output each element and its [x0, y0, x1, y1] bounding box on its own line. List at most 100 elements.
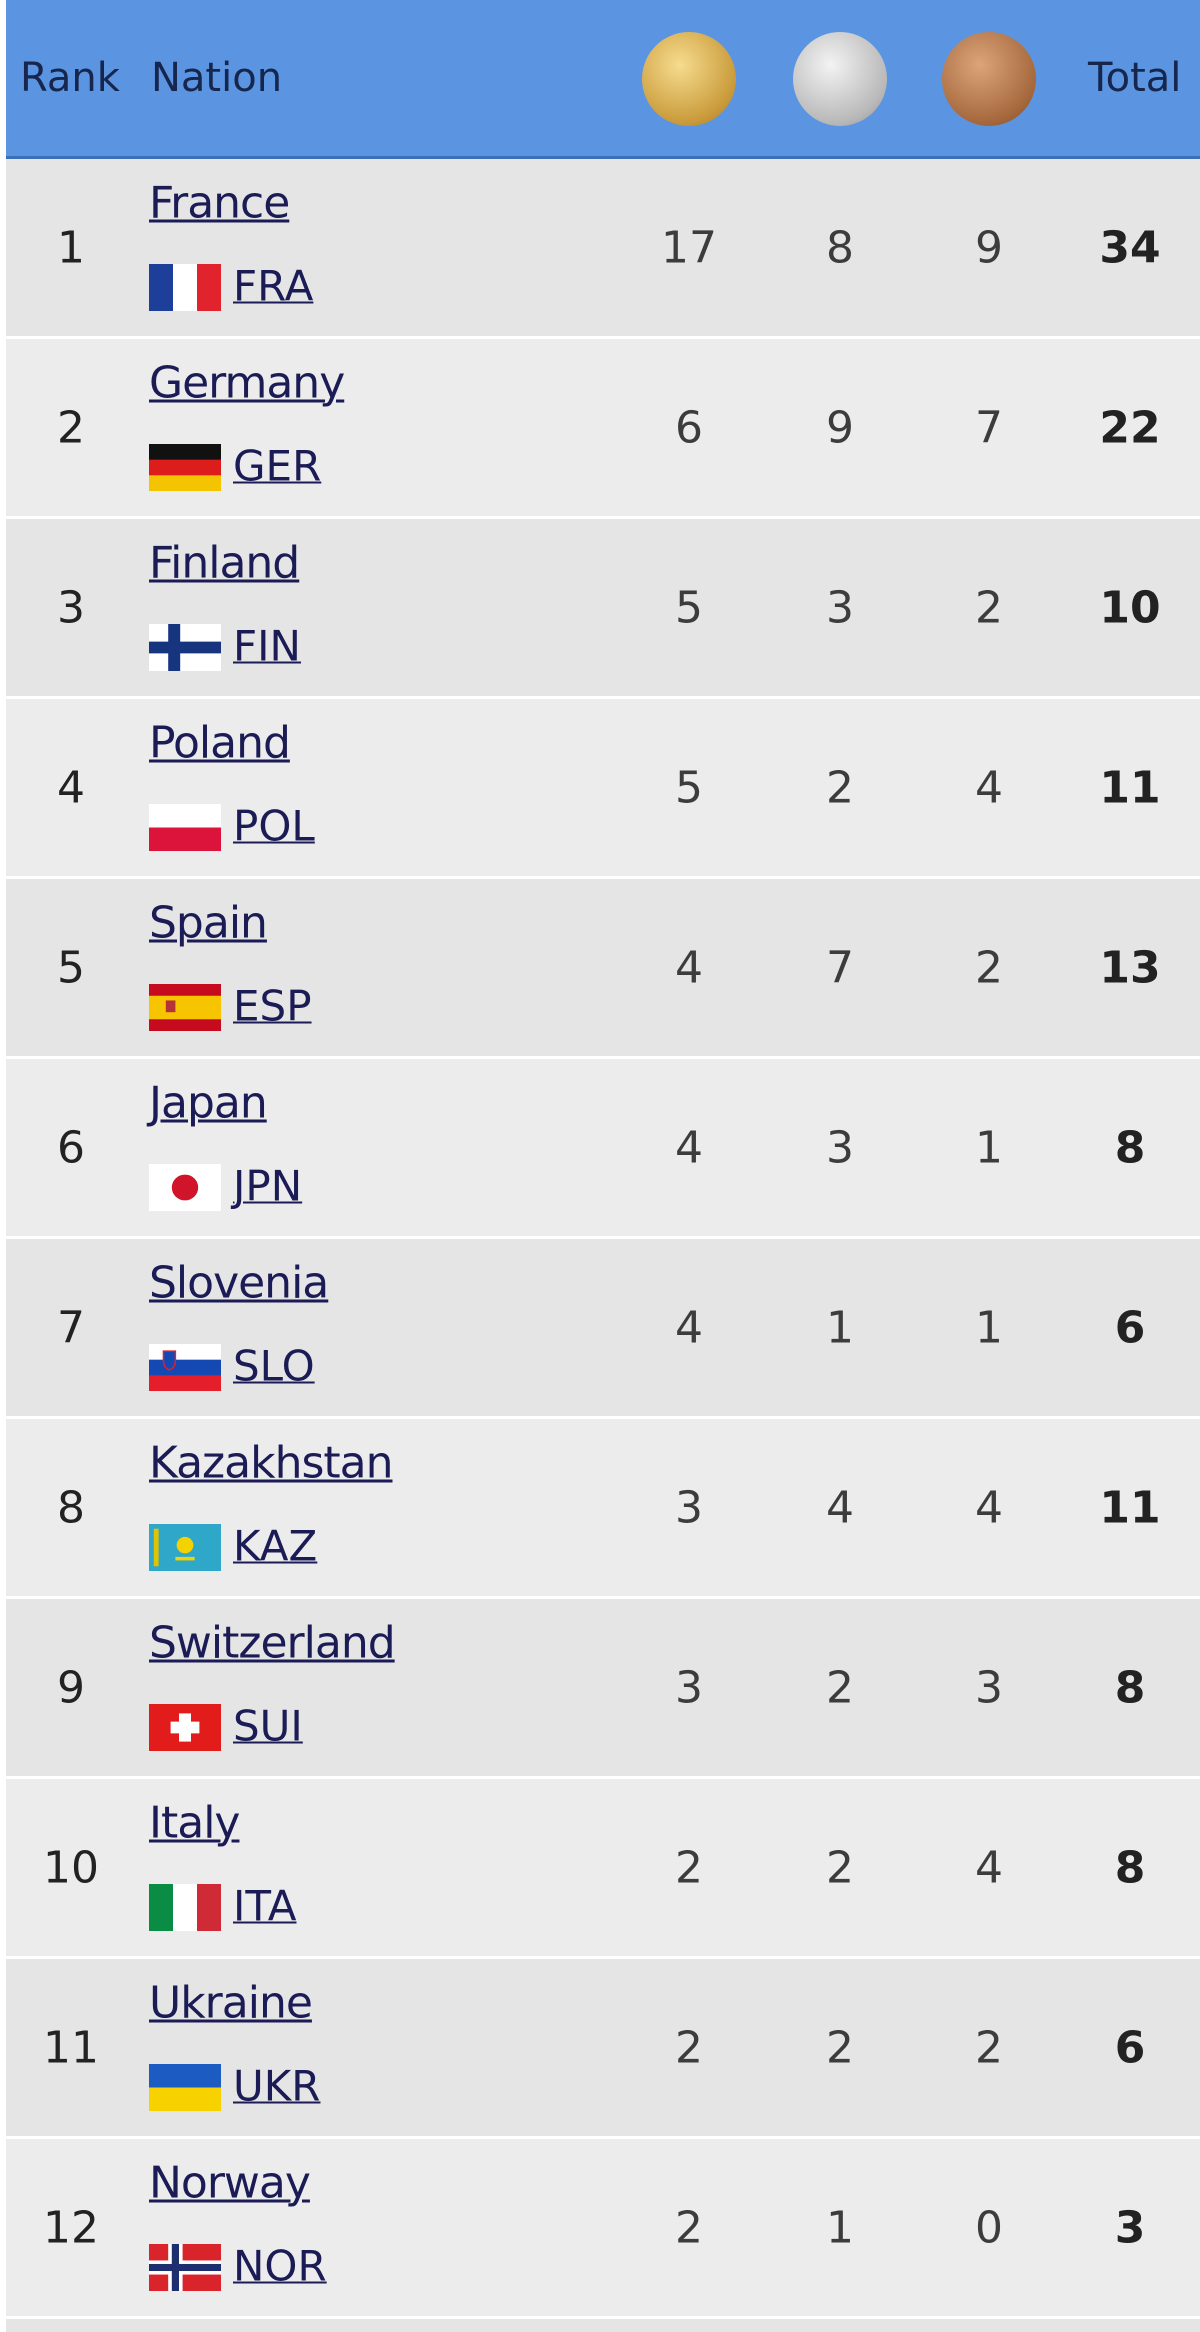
bronze-cell: 4 [975, 762, 1003, 814]
rank-cell: 7 [57, 1302, 85, 1354]
silver-cell: 3 [826, 1122, 854, 1174]
total-cell: 11 [1099, 1482, 1161, 1534]
nation-link[interactable]: Spain [149, 897, 268, 949]
nation-link[interactable]: Germany [149, 357, 345, 409]
table-row: 4 Poland POL 5 2 4 11 [6, 699, 1200, 876]
gold-cell: 3 [675, 1662, 703, 1714]
rank-cell: 12 [43, 2202, 99, 2254]
table-row: 10 Italy ITA 2 2 4 8 [6, 1779, 1200, 1956]
flag [149, 1524, 221, 1571]
code-link[interactable]: SLO [233, 1341, 315, 1391]
nation-link[interactable]: Poland [149, 717, 291, 769]
silver-cell: 3 [826, 582, 854, 634]
flag [149, 1164, 221, 1211]
nation-link[interactable]: Switzerland [149, 1617, 396, 1669]
flag [149, 264, 221, 311]
gold-cell: 2 [675, 1842, 703, 1894]
flag [149, 1884, 221, 1931]
table-row: 5 Spain ESP 4 7 2 13 [6, 879, 1200, 1056]
next-row-strip [6, 2319, 1200, 2332]
silver-cell: 2 [826, 1842, 854, 1894]
bronze-cell: 2 [975, 582, 1003, 634]
bronze-cell: 9 [975, 222, 1003, 274]
table-row: 3 Finland FIN 5 3 2 10 [6, 519, 1200, 696]
total-cell: 8 [1114, 1842, 1146, 1894]
total-cell: 6 [1114, 1302, 1146, 1354]
rank-cell: 8 [57, 1482, 85, 1534]
gold-cell: 4 [675, 1122, 703, 1174]
flag [149, 1344, 221, 1391]
code-link[interactable]: FRA [233, 261, 314, 311]
rank-cell: 6 [57, 1122, 85, 1174]
rank-cell: 11 [43, 2022, 99, 2074]
gold-cell: 5 [675, 762, 703, 814]
nation-link[interactable]: Japan [149, 1077, 268, 1129]
code-link[interactable]: JPN [233, 1161, 303, 1211]
total-cell: 11 [1099, 762, 1161, 814]
gold-cell: 3 [675, 1482, 703, 1534]
nation-link[interactable]: Finland [149, 537, 300, 589]
silver-cell: 2 [826, 762, 854, 814]
table-row: 1 France FRA 17 8 9 34 [6, 159, 1200, 336]
flag [149, 984, 221, 1031]
silver-cell: 2 [826, 2022, 854, 2074]
gold-cell: 2 [675, 2022, 703, 2074]
table-row: 6 Japan JPN 4 3 1 8 [6, 1059, 1200, 1236]
flag [149, 444, 221, 491]
table-row: 11 Ukraine UKR 2 2 2 6 [6, 1959, 1200, 2136]
gold-cell: 17 [661, 222, 717, 274]
flag [149, 2244, 221, 2291]
gold-cell: 5 [675, 582, 703, 634]
total-header: Total [1088, 55, 1182, 101]
gold-medal-icon [642, 32, 736, 126]
nation-link[interactable]: Ukraine [149, 1977, 313, 2029]
nation-link[interactable]: Slovenia [149, 1257, 329, 1309]
code-link[interactable]: GER [233, 441, 322, 491]
code-link[interactable]: ESP [233, 981, 312, 1031]
code-link[interactable]: POL [233, 801, 315, 851]
code-link[interactable]: KAZ [233, 1521, 318, 1571]
rank-cell: 5 [57, 942, 85, 994]
total-cell: 6 [1114, 2022, 1146, 2074]
total-cell: 8 [1114, 1122, 1146, 1174]
total-cell: 10 [1099, 582, 1161, 634]
nation-link[interactable]: France [149, 177, 290, 229]
silver-cell: 9 [826, 402, 854, 454]
code-link[interactable]: UKR [233, 2061, 321, 2111]
rank-cell: 3 [57, 582, 85, 634]
bronze-cell: 3 [975, 1662, 1003, 1714]
gold-cell: 2 [675, 2202, 703, 2254]
rank-cell: 10 [43, 1842, 99, 1894]
code-link[interactable]: SUI [233, 1701, 303, 1751]
silver-cell: 1 [826, 2202, 854, 2254]
bronze-cell: 0 [975, 2202, 1003, 2254]
total-cell: 3 [1114, 2202, 1146, 2254]
code-link[interactable]: NOR [233, 2241, 327, 2291]
flag [149, 804, 221, 851]
nation-link[interactable]: Italy [149, 1797, 240, 1849]
gold-cell: 4 [675, 1302, 703, 1354]
code-link[interactable]: FIN [233, 621, 301, 671]
nation-link[interactable]: Norway [149, 2157, 311, 2209]
silver-cell: 2 [826, 1662, 854, 1714]
table-row: 9 Switzerland SUI 3 2 3 8 [6, 1599, 1200, 1776]
code-link[interactable]: ITA [233, 1881, 297, 1931]
header-row: Rank Nation Total [6, 0, 1200, 159]
rank-cell: 1 [57, 222, 85, 274]
silver-cell: 7 [826, 942, 854, 994]
flag [149, 2064, 221, 2111]
rank-cell: 2 [57, 402, 85, 454]
nation-link[interactable]: Kazakhstan [149, 1437, 393, 1489]
bronze-cell: 1 [975, 1302, 1003, 1354]
bronze-cell: 4 [975, 1842, 1003, 1894]
bronze-medal-icon [942, 32, 1036, 126]
rank-cell: 4 [57, 762, 85, 814]
total-cell: 8 [1114, 1662, 1146, 1714]
bronze-cell: 4 [975, 1482, 1003, 1534]
silver-medal-icon [793, 32, 887, 126]
bronze-cell: 2 [975, 942, 1003, 994]
table-row: 8 Kazakhstan KAZ 3 4 4 11 [6, 1419, 1200, 1596]
silver-cell: 8 [826, 222, 854, 274]
total-cell: 22 [1099, 402, 1161, 454]
